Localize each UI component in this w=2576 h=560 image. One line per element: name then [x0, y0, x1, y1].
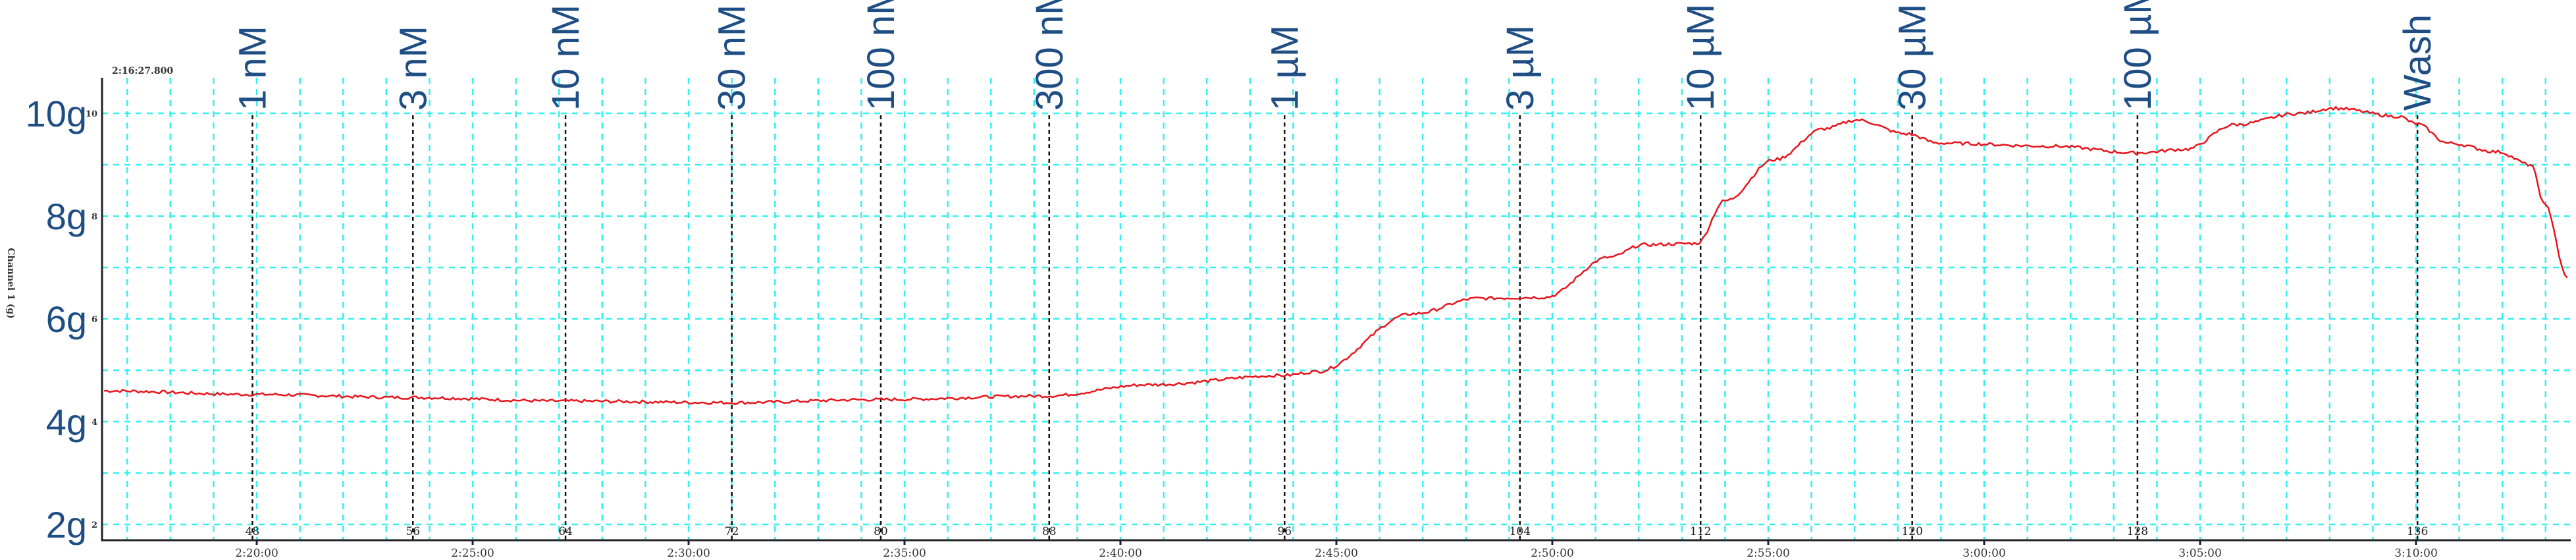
x-tick-label: 2:25:00	[451, 547, 494, 560]
y-tick-big-label: 8g	[46, 196, 87, 237]
event-marker-label: 100 nM	[860, 0, 903, 111]
y-tick-label: 6	[92, 315, 97, 325]
y-tick-big-label: 4g	[46, 401, 87, 443]
start-time-label: 2:16:27.800	[112, 66, 173, 76]
x-tick-label: 2:50:00	[1531, 547, 1574, 560]
y-axis-label: Channel 1 (g)	[5, 248, 16, 319]
y-tick-label: 10	[86, 109, 97, 119]
x-tick-label: 3:10:00	[2394, 547, 2438, 560]
event-marker-number: 112	[1690, 525, 1711, 538]
x-tick-label: 3:00:00	[1962, 547, 2006, 560]
y-tick-label: 4	[92, 418, 97, 428]
y-tick-big-label: 2g	[46, 504, 87, 546]
y-tick-label: 8	[92, 212, 97, 222]
event-marker-label: 300 nM	[1028, 0, 1071, 111]
event-marker-number: 120	[1901, 525, 1922, 538]
event-marker-label: 30 nM	[711, 5, 754, 111]
event-marker-label: 1 nM	[231, 26, 274, 111]
event-marker-number: 96	[1277, 525, 1292, 538]
y-tick-label: 2	[92, 520, 97, 530]
x-tick-label: 2:45:00	[1315, 547, 1358, 560]
trace-line	[104, 105, 2568, 405]
event-marker-number: 80	[874, 525, 888, 538]
x-tick-label: 2:35:00	[883, 547, 926, 560]
x-tick-label: 2:40:00	[1099, 547, 1142, 560]
markers: 1 nM 48 3 nM 56 10 nM 64 30 nM 72 100 nM 80 300 nM…	[231, 0, 2439, 540]
event-marker-number: 72	[725, 525, 739, 538]
y-tick-big-label: 6g	[46, 298, 87, 340]
event-marker-label: Wash	[2396, 14, 2439, 111]
event-marker-number: 64	[558, 525, 573, 538]
x-tick-label: 2:30:00	[667, 547, 710, 560]
event-marker-label: 3 nM	[392, 26, 434, 111]
axes: 2:20:00 2:25:00 2:30:00 2:35:00 2:40:00 2:45:…	[26, 78, 2571, 560]
event-marker-number: 104	[1510, 525, 1531, 538]
axis-lines	[101, 78, 2571, 542]
event-marker-number: 136	[2407, 525, 2428, 538]
y-tick-big-label: 10g	[26, 93, 87, 134]
event-marker-number: 56	[406, 525, 420, 538]
event-marker-label: 3 µM	[1499, 25, 1542, 111]
event-marker-number: 128	[2127, 525, 2148, 538]
event-marker-label: 1 µM	[1263, 25, 1306, 111]
event-marker-label: 10 µM	[1679, 4, 1722, 111]
x-tick-label: 2:20:00	[235, 547, 278, 560]
event-marker-label: 30 µM	[1891, 4, 1934, 111]
event-marker-number: 88	[1042, 525, 1057, 538]
event-marker-label: 10 nM	[544, 5, 587, 111]
event-marker-number: 48	[246, 525, 260, 538]
grid	[102, 78, 2571, 540]
event-marker-label: 100 µM	[2116, 0, 2159, 111]
x-tick-label: 3:05:00	[2178, 547, 2222, 560]
x-tick-label: 2:55:00	[1747, 547, 1790, 560]
